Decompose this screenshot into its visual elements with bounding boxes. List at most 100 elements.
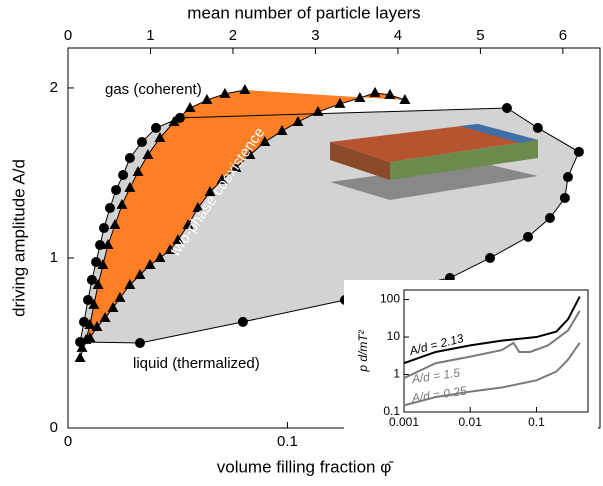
- x2-tick-label: 0: [64, 27, 72, 44]
- triangle-marker: [76, 341, 88, 352]
- triangle-marker: [239, 83, 251, 94]
- circle-marker: [111, 184, 122, 195]
- triangle-marker: [124, 181, 136, 192]
- triangle-marker: [102, 239, 114, 250]
- circle-marker: [86, 274, 97, 285]
- triangle-marker: [292, 115, 304, 126]
- circle-marker: [79, 316, 90, 327]
- triangle-marker: [154, 131, 166, 142]
- triangle-marker: [244, 148, 256, 159]
- triangle-marker: [164, 243, 176, 254]
- triangle-marker: [84, 318, 96, 329]
- slab-top: [330, 124, 538, 162]
- circle-marker: [485, 252, 496, 263]
- triangle-marker: [116, 198, 128, 209]
- triangle-marker: [192, 201, 204, 212]
- triangle-marker: [154, 251, 166, 262]
- slab-front: [390, 140, 538, 180]
- triangle-marker: [230, 162, 242, 173]
- triangle-marker: [142, 148, 154, 159]
- plot-frame: [67, 47, 601, 429]
- triangle-marker: [259, 136, 271, 147]
- triangle-marker: [399, 94, 411, 105]
- slab-side: [330, 142, 390, 180]
- triangle-marker: [184, 102, 196, 113]
- triangle-marker: [204, 186, 216, 197]
- circle-marker: [532, 122, 543, 133]
- circle-marker: [136, 137, 147, 148]
- circle-marker: [237, 316, 248, 327]
- inset-frame: [403, 289, 589, 413]
- circle-marker: [501, 103, 512, 114]
- triangle-marker: [168, 115, 180, 126]
- annotation: gas (coherent): [105, 81, 202, 98]
- circle-marker: [82, 294, 93, 305]
- inset-y-tick-label: 1: [393, 367, 400, 381]
- circle-marker: [562, 172, 573, 183]
- triangle-marker: [172, 233, 184, 244]
- triangle-marker: [384, 88, 396, 99]
- curve-label: A/d = 1.5: [410, 365, 461, 386]
- inset-x-tick-label: 0.1: [528, 415, 545, 429]
- circle-marker: [174, 112, 185, 123]
- triangle-marker: [84, 332, 96, 343]
- triangle-marker: [109, 218, 121, 229]
- triangle-marker: [334, 97, 346, 108]
- circle-marker: [124, 153, 135, 164]
- circle-marker: [104, 202, 115, 213]
- inset-y-tick-label: 100: [380, 292, 400, 306]
- triangle-marker: [182, 218, 194, 229]
- triangle-marker: [132, 165, 144, 176]
- annotation: liquid (thermalized): [133, 355, 260, 372]
- triangle-marker: [134, 268, 146, 279]
- x-tick-label: 0: [64, 433, 72, 450]
- circle-marker: [95, 240, 106, 251]
- triangle-marker: [369, 86, 381, 97]
- x-axis-label: volume filling fraction φ̄: [217, 457, 394, 476]
- y-axis-label: driving amplitude A/d: [9, 159, 28, 317]
- circle-marker: [151, 122, 162, 133]
- triangle-marker: [88, 298, 100, 309]
- circle-marker: [134, 337, 145, 348]
- inset-line: [403, 296, 581, 365]
- triangle-marker: [74, 351, 86, 362]
- triangle-marker: [114, 291, 126, 302]
- triangle-marker: [276, 124, 288, 135]
- x2-tick-label: 2: [229, 27, 237, 44]
- inset-line: [403, 310, 581, 380]
- x-tick-label: 0.1: [277, 433, 298, 450]
- circle-marker: [98, 223, 109, 234]
- inset-x-tick-label: 0.01: [459, 415, 483, 429]
- circle-marker: [573, 146, 584, 157]
- circle-marker: [118, 170, 129, 181]
- triangle-marker: [312, 105, 324, 116]
- triangle-marker: [144, 258, 156, 269]
- circle-marker: [559, 192, 570, 203]
- triangle-marker: [99, 311, 111, 322]
- inset-background: [344, 280, 598, 448]
- inset-y-tick-label: 0.1: [383, 404, 400, 418]
- triangle-marker: [91, 321, 103, 332]
- circle-marker: [91, 257, 102, 268]
- circle-marker: [523, 231, 534, 242]
- inset-y-axis-label: p d/mT²: [356, 329, 370, 372]
- triangle-marker: [354, 91, 366, 102]
- x2-tick-label: 1: [146, 27, 154, 44]
- y-tick-label: 2: [50, 79, 58, 96]
- y-tick-label: 0: [50, 419, 58, 436]
- triangle-marker: [201, 94, 213, 105]
- slab-shadow: [330, 162, 538, 200]
- triangle-marker: [92, 279, 104, 290]
- circle-marker: [544, 213, 555, 224]
- triangle-marker: [97, 258, 109, 269]
- main-plot: 00.10.20120123456volume filling fraction…: [9, 3, 601, 476]
- triangle-marker: [107, 301, 119, 312]
- inset-y-tick-label: 10: [387, 329, 401, 343]
- x2-axis-label: mean number of particle layers: [187, 3, 420, 22]
- inset-x-tick-label: 0.001: [389, 415, 419, 429]
- inset-line: [403, 342, 581, 407]
- x2-tick-label: 3: [311, 27, 319, 44]
